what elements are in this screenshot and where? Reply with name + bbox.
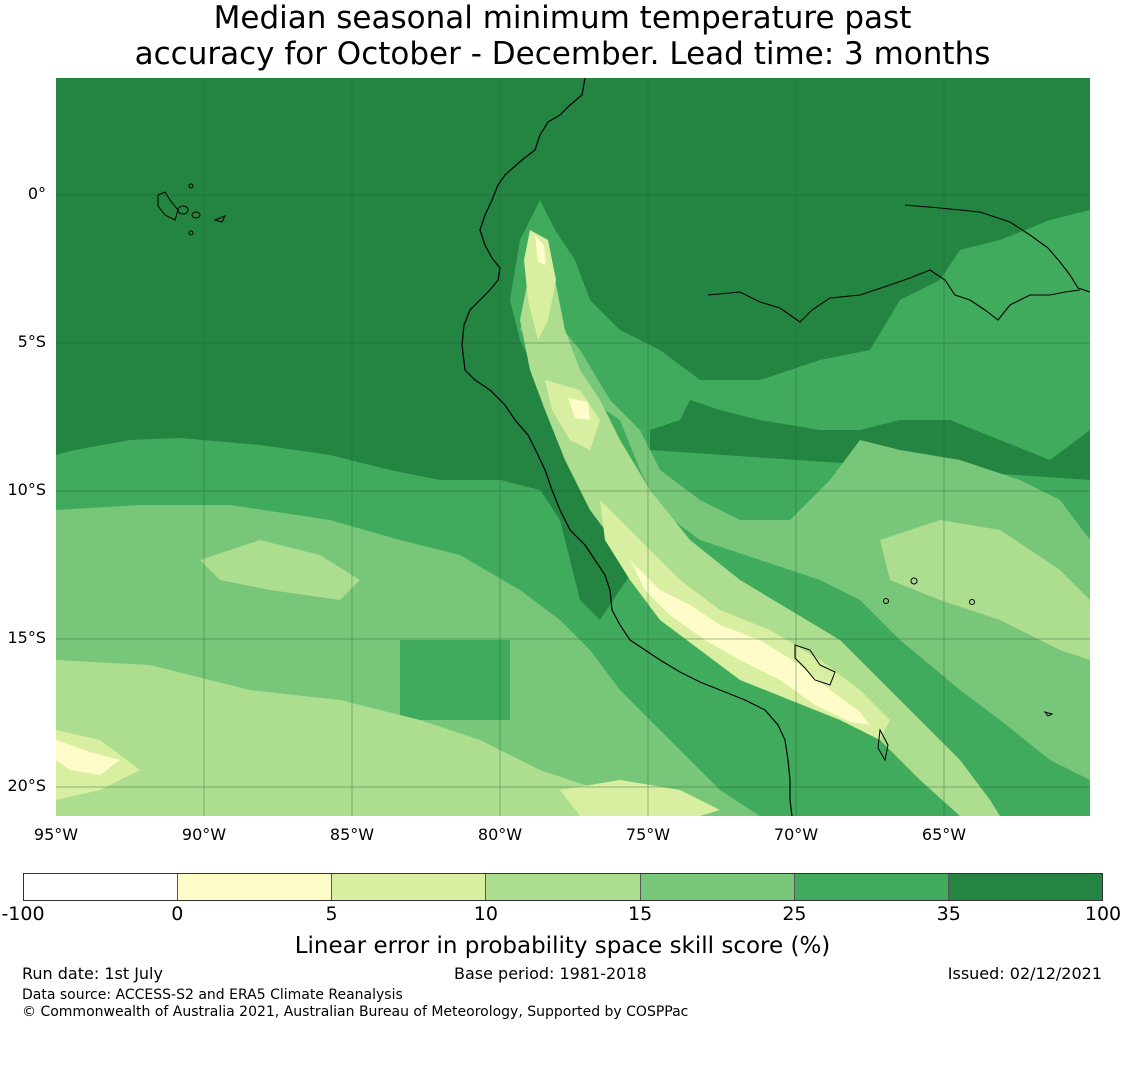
colorbar-tick-label: 25 — [782, 903, 807, 925]
colorbar-segment — [794, 874, 949, 900]
lon-label-80w: 80°W — [477, 825, 523, 844]
map-title-line-2: accuracy for October - December. Lead ti… — [134, 36, 991, 72]
colorbar-tick-label: 5 — [325, 903, 338, 925]
skill-region-15-25 — [400, 640, 510, 720]
amazon-river — [904, 204, 1090, 293]
colorbar-label: Linear error in probability space skill … — [294, 933, 831, 959]
data-source: Data source: ACCESS-S2 and ERA5 Climate … — [22, 987, 403, 1003]
coastline — [461, 78, 793, 816]
colorbar-tick-label: 35 — [936, 903, 961, 925]
issued-date: Issued: 02/12/2021 — [947, 964, 1102, 983]
lakes — [794, 577, 1054, 762]
lon-label-85w: 85°W — [329, 825, 375, 844]
lat-label-20s: 20°S — [7, 776, 46, 795]
lon-label-75w: 75°W — [625, 825, 671, 844]
lat-label-0: 0° — [27, 184, 46, 203]
colorbar — [23, 873, 1103, 901]
lat-label-15s: 15°S — [7, 628, 46, 647]
colorbar-tick-label: 15 — [628, 903, 653, 925]
base-period: Base period: 1981-2018 — [454, 964, 647, 983]
colorbar-segment — [178, 874, 333, 900]
copyright: © Commonwealth of Australia 2021, Austra… — [22, 1004, 689, 1020]
map-graticule — [56, 78, 1090, 816]
colorbar-segment — [640, 874, 795, 900]
skill-region-15-25 — [56, 300, 1090, 816]
colorbar-segment — [486, 874, 641, 900]
map-title-line-1: Median seasonal minimum temperature past — [213, 0, 912, 36]
colorbar-tick-label: 100 — [1084, 903, 1122, 925]
lon-label-65w: 65°W — [921, 825, 967, 844]
lat-label-5s: 5°S — [17, 332, 46, 351]
colorbar-segment — [948, 874, 1102, 900]
colorbar-segment — [332, 874, 487, 900]
galapagos-islands — [157, 183, 227, 236]
colorbar-tick-label: 0 — [171, 903, 184, 925]
maranon-river — [707, 269, 1081, 323]
lon-label-95w: 95°W — [33, 825, 79, 844]
lon-label-70w: 70°W — [773, 825, 819, 844]
colorbar-segment — [24, 874, 179, 900]
colorbar-tick-label: -100 — [1, 903, 45, 925]
lon-label-90w: 90°W — [181, 825, 227, 844]
run-date: Run date: 1st July — [22, 964, 163, 983]
lat-label-10s: 10°S — [7, 480, 46, 499]
skill-score-map — [56, 78, 1090, 816]
colorbar-tick-label: 10 — [473, 903, 498, 925]
